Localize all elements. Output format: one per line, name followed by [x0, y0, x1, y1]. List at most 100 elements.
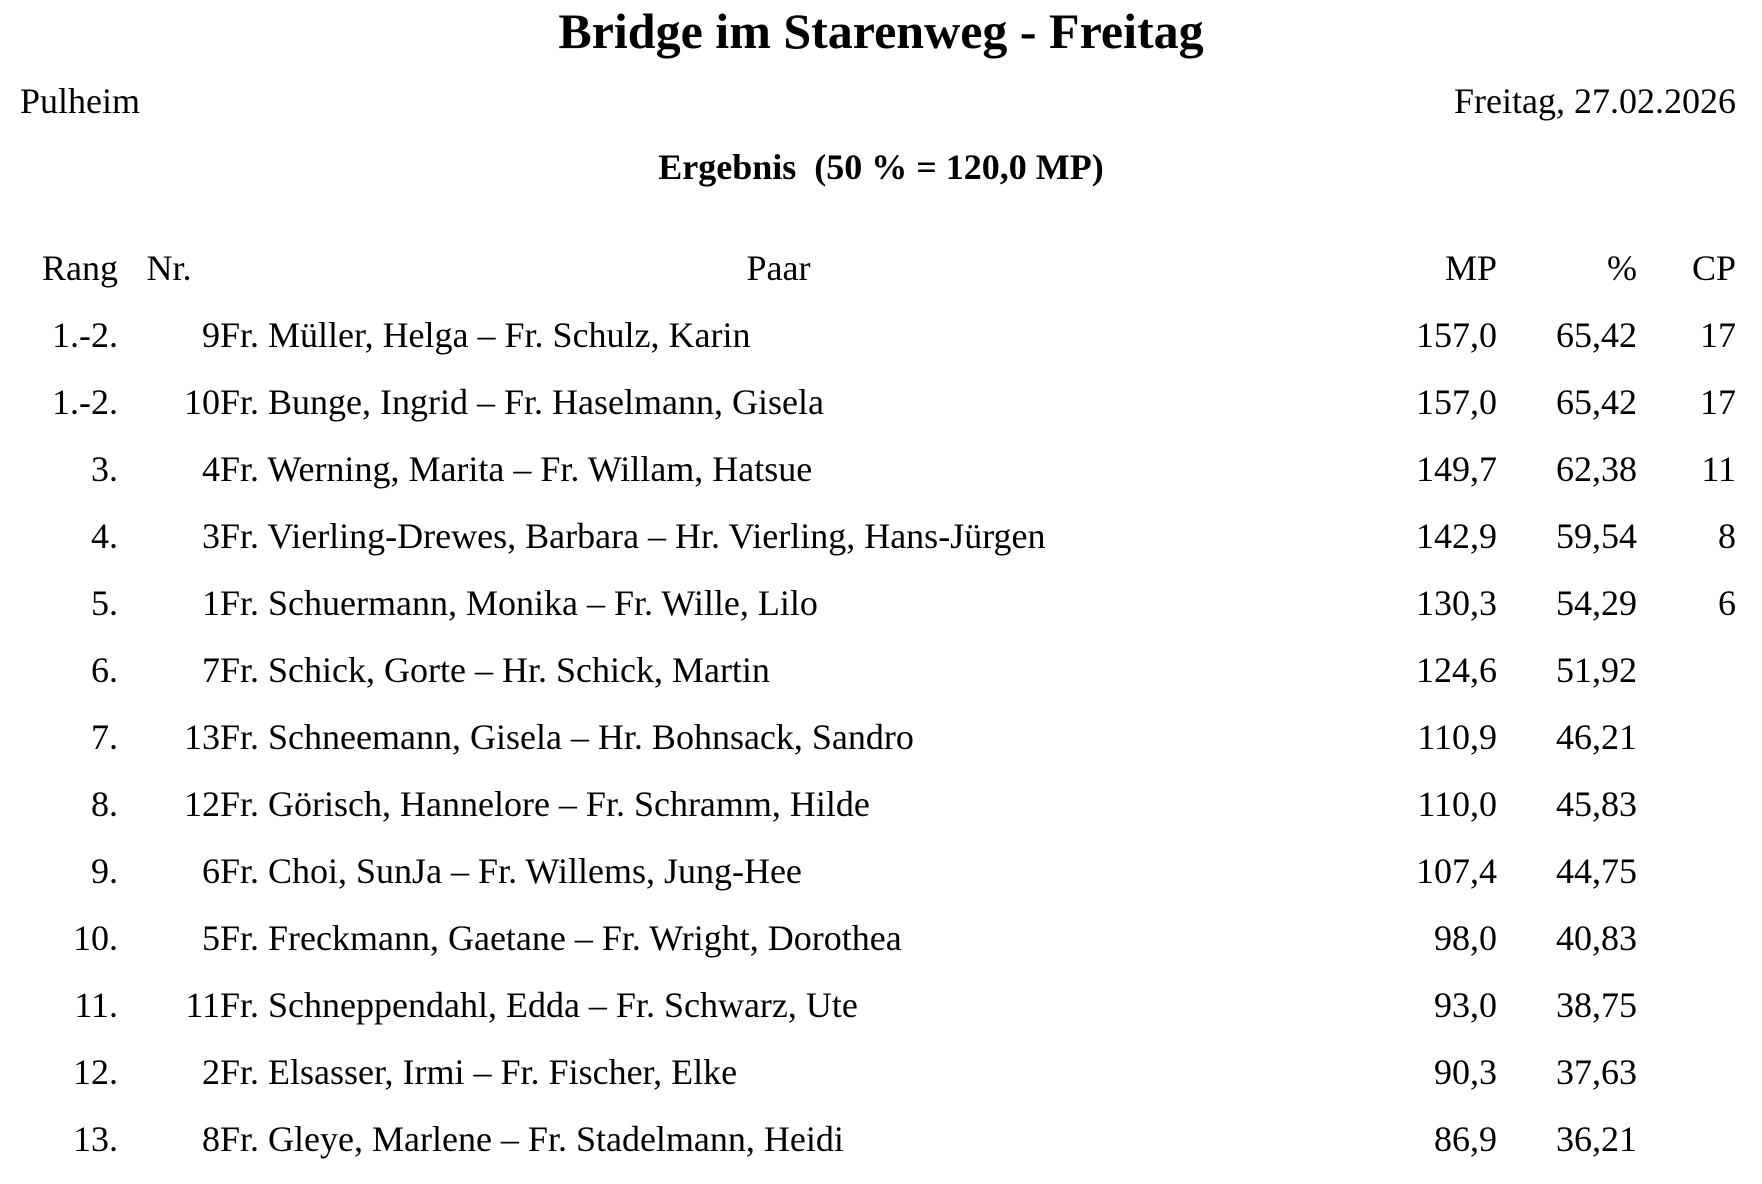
- pair-names-cell: Fr. Bunge, Ingrid – Fr. Haselmann, Gisel…: [220, 381, 824, 422]
- table-header-row: Rang Nr. Paar MP % CP: [0, 234, 1736, 301]
- cp-cell: [1637, 770, 1736, 837]
- rank-cell: 4.: [91, 515, 118, 556]
- col-header-mp: MP: [1444, 247, 1497, 288]
- pair-names-cell: Fr. Görisch, Hannelore – Fr. Schramm, Hi…: [220, 783, 870, 824]
- cp-cell: [1637, 1038, 1736, 1105]
- result-subtitle: Ergebnis (50 % = 120,0 MP): [658, 147, 1104, 187]
- table-row: 1.-2. 9 Fr. Müller, Helga – Fr. Schulz, …: [0, 301, 1736, 368]
- pair-number-cell: 13: [184, 716, 220, 757]
- table-row: 6. 7 Fr. Schick, Gorte – Hr. Schick, Mar…: [0, 636, 1736, 703]
- pair-names-cell: Fr. Werning, Marita – Fr. Willam, Hatsue: [220, 448, 813, 489]
- pair-number-cell: 6: [202, 850, 220, 891]
- cp-cell: [1637, 971, 1736, 1038]
- location-label: Pulheim: [20, 81, 141, 121]
- page-title: Bridge im Starenweg - Freitag: [558, 3, 1204, 59]
- table-row: 4. 3 Fr. Vierling-Drewes, Barbara – Hr. …: [0, 502, 1736, 569]
- percent-cell: 37,63: [1556, 1051, 1637, 1092]
- cp-cell: [1637, 636, 1736, 703]
- table-row: 9. 6 Fr. Choi, SunJa – Fr. Willems, Jung…: [0, 837, 1736, 904]
- cp-cell: 11: [1701, 448, 1736, 489]
- pair-number-cell: 2: [202, 1051, 220, 1092]
- rank-cell: 5.: [91, 582, 118, 623]
- pair-number-cell: 11: [185, 984, 220, 1025]
- pair-number-cell: 12: [184, 783, 220, 824]
- percent-cell: 62,38: [1556, 448, 1637, 489]
- rank-cell: 8.: [91, 783, 118, 824]
- pair-names-cell: Fr. Müller, Helga – Fr. Schulz, Karin: [220, 314, 751, 355]
- pair-names-cell: Fr. Schick, Gorte – Hr. Schick, Martin: [220, 649, 770, 690]
- rank-cell: 10.: [73, 917, 118, 958]
- mp-cell: 149,7: [1416, 448, 1497, 489]
- percent-cell: 59,54: [1556, 515, 1637, 556]
- mp-cell: 110,9: [1417, 716, 1497, 757]
- meta-row: Pulheim Freitag, 27.02.2026: [0, 79, 1762, 123]
- cp-cell: [1637, 904, 1736, 971]
- table-row: 3. 4 Fr. Werning, Marita – Fr. Willam, H…: [0, 435, 1736, 502]
- table-row: 8. 12 Fr. Görisch, Hannelore – Fr. Schra…: [0, 770, 1736, 837]
- mp-cell: 86,9: [1434, 1118, 1497, 1159]
- mp-cell: 110,0: [1417, 783, 1497, 824]
- cp-cell: 17: [1700, 381, 1736, 422]
- cp-cell: [1637, 1105, 1736, 1172]
- pair-number-cell: 7: [202, 649, 220, 690]
- pair-names-cell: Fr. Vierling-Drewes, Barbara – Hr. Vierl…: [220, 515, 1046, 556]
- col-header-percent: %: [1607, 247, 1637, 288]
- cp-cell: 6: [1718, 582, 1736, 623]
- rank-cell: 3.: [91, 448, 118, 489]
- pair-names-cell: Fr. Gleye, Marlene – Fr. Stadelmann, Hei…: [220, 1118, 844, 1159]
- pair-number-cell: 9: [202, 314, 220, 355]
- table-row: 1.-2. 10 Fr. Bunge, Ingrid – Fr. Haselma…: [0, 368, 1736, 435]
- pair-number-cell: 5: [202, 917, 220, 958]
- col-header-paar: Paar: [746, 247, 811, 288]
- mp-cell: 90,3: [1434, 1051, 1497, 1092]
- rank-cell: 9.: [91, 850, 118, 891]
- percent-cell: 54,29: [1556, 582, 1637, 623]
- table-row: 12. 2 Fr. Elsasser, Irmi – Fr. Fischer, …: [0, 1038, 1736, 1105]
- percent-cell: 36,21: [1556, 1118, 1637, 1159]
- cp-cell: [1637, 703, 1736, 770]
- mp-cell: 130,3: [1416, 582, 1497, 623]
- col-header-nr: Nr.: [146, 247, 192, 288]
- pair-names-cell: Fr. Schneemann, Gisela – Hr. Bohnsack, S…: [220, 716, 914, 757]
- cp-cell: [1637, 837, 1736, 904]
- col-header-rang: Rang: [42, 247, 118, 288]
- mp-cell: 93,0: [1434, 984, 1497, 1025]
- pair-number-cell: 10: [184, 381, 220, 422]
- percent-cell: 44,75: [1556, 850, 1637, 891]
- table-row: 7. 13 Fr. Schneemann, Gisela – Hr. Bohns…: [0, 703, 1736, 770]
- percent-cell: 38,75: [1556, 984, 1637, 1025]
- mp-cell: 157,0: [1416, 314, 1497, 355]
- rank-cell: 6.: [91, 649, 118, 690]
- table-row: 13. 8 Fr. Gleye, Marlene – Fr. Stadelman…: [0, 1105, 1736, 1172]
- percent-cell: 46,21: [1556, 716, 1637, 757]
- percent-cell: 65,42: [1556, 381, 1637, 422]
- results-table: Rang Nr. Paar MP % CP 1.-2. 9 Fr. Müller…: [0, 234, 1736, 1172]
- rank-cell: 7.: [91, 716, 118, 757]
- pair-names-cell: Fr. Schuermann, Monika – Fr. Wille, Lilo: [220, 582, 818, 623]
- pair-number-cell: 1: [202, 582, 220, 623]
- cp-cell: 8: [1718, 515, 1736, 556]
- col-header-cp: CP: [1691, 247, 1736, 288]
- rank-cell: 1.-2.: [52, 314, 118, 355]
- pair-names-cell: Fr. Elsasser, Irmi – Fr. Fischer, Elke: [220, 1051, 738, 1092]
- percent-cell: 65,42: [1556, 314, 1637, 355]
- table-row: 11. 11 Fr. Schneppendahl, Edda – Fr. Sch…: [0, 971, 1736, 1038]
- table-row: 10. 5 Fr. Freckmann, Gaetane – Fr. Wrigh…: [0, 904, 1736, 971]
- pair-names-cell: Fr. Choi, SunJa – Fr. Willems, Jung-Hee: [220, 850, 802, 891]
- cp-cell: 17: [1700, 314, 1736, 355]
- percent-cell: 45,83: [1556, 783, 1637, 824]
- pair-names-cell: Fr. Schneppendahl, Edda – Fr. Schwarz, U…: [220, 984, 858, 1025]
- rank-cell: 11.: [74, 984, 118, 1025]
- date-label: Freitag, 27.02.2026: [1454, 81, 1736, 121]
- mp-cell: 124,6: [1416, 649, 1497, 690]
- mp-cell: 157,0: [1416, 381, 1497, 422]
- mp-cell: 98,0: [1434, 917, 1497, 958]
- pair-number-cell: 3: [202, 515, 220, 556]
- pair-names-cell: Fr. Freckmann, Gaetane – Fr. Wright, Dor…: [220, 917, 902, 958]
- rank-cell: 1.-2.: [52, 381, 118, 422]
- percent-cell: 40,83: [1556, 917, 1637, 958]
- rank-cell: 12.: [73, 1051, 118, 1092]
- percent-cell: 51,92: [1556, 649, 1637, 690]
- pair-number-cell: 8: [202, 1118, 220, 1159]
